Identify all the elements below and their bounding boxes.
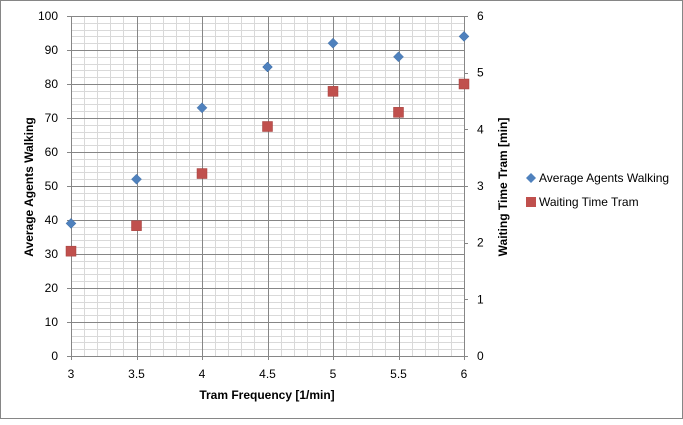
left-tick-label: 40	[45, 213, 59, 227]
legend-label-average-agents-walking: Average Agents Walking	[539, 171, 669, 185]
legend-label-waiting-time-tram: Waiting Time Tram	[539, 195, 639, 209]
left-tick-label: 70	[45, 111, 59, 125]
left-tick-label: 0	[51, 349, 58, 363]
data-point-waiting-time-tram	[196, 168, 208, 179]
right-tick-label: 6	[477, 9, 484, 23]
left-tick-label: 30	[45, 247, 59, 261]
data-point-waiting-time-tram	[458, 78, 470, 90]
bottom-tick-label: 3	[68, 367, 75, 381]
data-points	[65, 31, 470, 257]
left-tick-label: 80	[45, 77, 59, 91]
right-axis-ticks: 0 1 2 3 4 5 6	[464, 9, 484, 363]
data-point-waiting-time-tram	[65, 245, 77, 257]
left-tick-label: 20	[45, 281, 59, 295]
data-point-average-agents-walking	[458, 31, 470, 42]
data-point-waiting-time-tram	[262, 121, 273, 132]
right-tick-label: 1	[477, 292, 484, 306]
left-axis-ticks: 0 10 20 30 40 50 60 70 80 90 100	[38, 9, 71, 363]
legend: Average Agents Walking Waiting Time Tram	[526, 171, 669, 209]
minor-gridlines	[71, 16, 464, 356]
y-axis-title: Average Agents Walking	[22, 117, 36, 256]
data-point-waiting-time-tram	[131, 220, 142, 231]
left-tick-label: 10	[45, 315, 59, 329]
right-tick-label: 2	[477, 236, 484, 250]
left-tick-label: 60	[45, 145, 59, 159]
bottom-tick-label: 4.5	[259, 367, 276, 381]
bottom-tick-label: 4	[199, 367, 206, 381]
bottom-tick-label: 3.5	[128, 367, 145, 381]
data-point-waiting-time-tram	[327, 86, 339, 97]
x-axis-title: Tram Frequency [1/min]	[199, 388, 334, 402]
left-tick-label: 50	[45, 179, 59, 193]
data-point-average-agents-walking	[131, 173, 142, 185]
bottom-tick-label: 5	[330, 367, 337, 381]
y2-axis-title: Waiting Time Tram [min]	[496, 118, 510, 257]
data-point-average-agents-walking	[65, 218, 77, 229]
legend-marker-average-agents-walking	[526, 173, 536, 183]
data-point-average-agents-walking	[327, 37, 339, 49]
right-tick-label: 3	[477, 179, 484, 193]
right-tick-label: 4	[477, 122, 484, 136]
right-tick-label: 5	[477, 66, 484, 80]
left-tick-label: 90	[45, 43, 59, 57]
data-point-average-agents-walking	[393, 51, 404, 63]
bottom-tick-label: 6	[461, 367, 468, 381]
left-tick-label: 100	[38, 9, 58, 23]
bottom-tick-label: 5.5	[390, 367, 407, 381]
data-point-waiting-time-tram	[393, 107, 404, 118]
data-point-average-agents-walking	[262, 61, 273, 73]
data-point-average-agents-walking	[196, 102, 208, 114]
legend-marker-waiting-time-tram	[526, 197, 536, 207]
right-tick-label: 0	[477, 349, 484, 363]
bottom-axis-ticks: 3 3.5 4 4.5 5 5.5 6	[68, 356, 468, 381]
